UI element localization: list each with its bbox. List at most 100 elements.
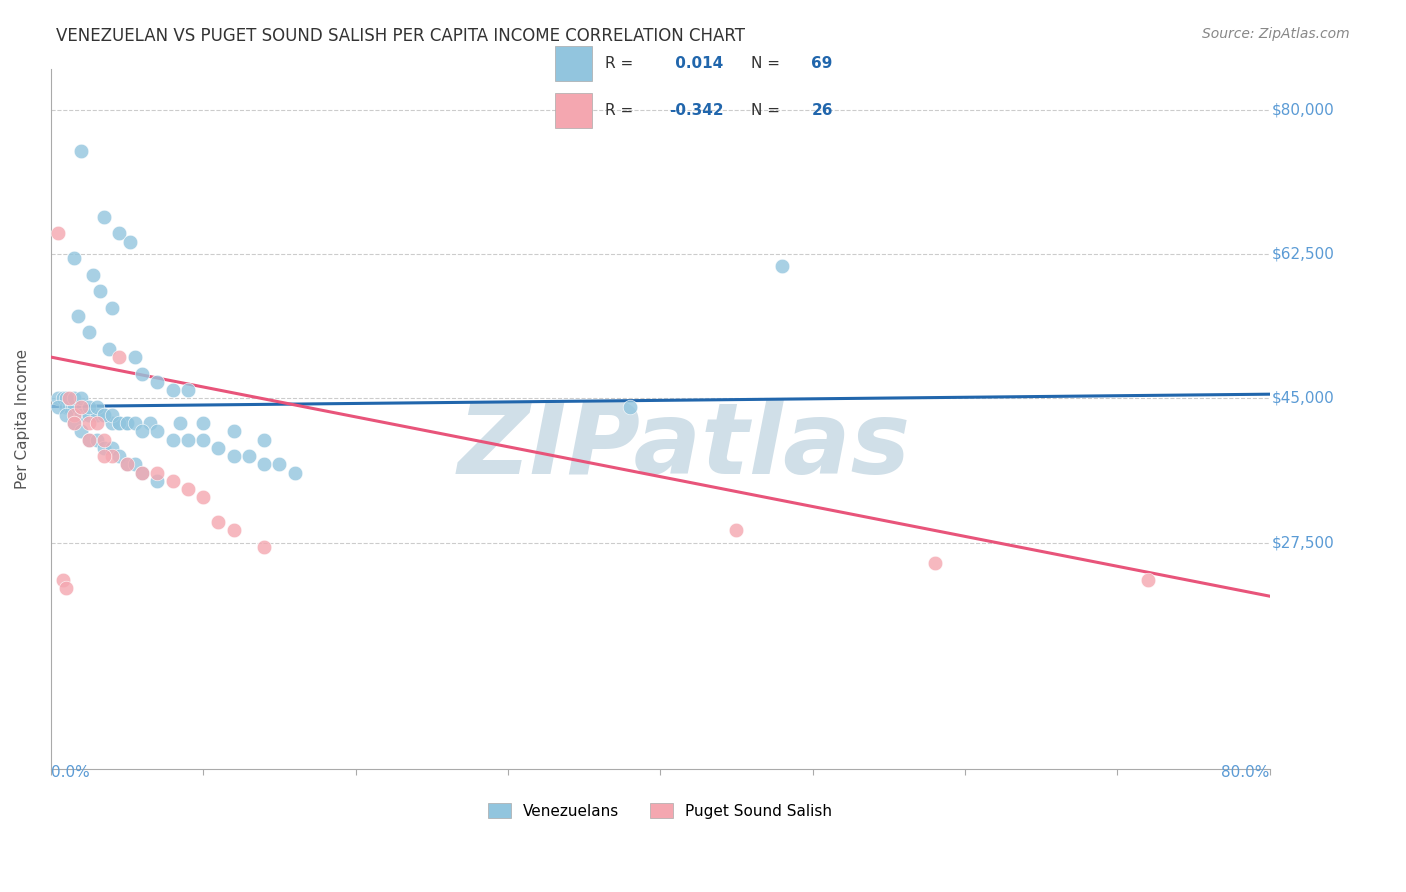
FancyBboxPatch shape — [555, 93, 592, 128]
Point — [222, 523, 245, 537]
Point — [115, 416, 138, 430]
Point — [108, 350, 131, 364]
Point — [253, 457, 276, 471]
Point — [62, 416, 84, 430]
Point — [146, 466, 169, 480]
Point — [48, 400, 70, 414]
Point — [124, 350, 146, 364]
Text: 80.0%: 80.0% — [1222, 765, 1270, 780]
Point — [70, 144, 93, 158]
Point — [70, 392, 93, 406]
Point — [162, 383, 184, 397]
Text: R =: R = — [606, 103, 634, 118]
Text: $62,500: $62,500 — [1272, 246, 1336, 261]
Point — [58, 392, 80, 406]
Point — [269, 457, 291, 471]
Point — [77, 326, 100, 340]
Point — [108, 227, 131, 241]
Point — [924, 556, 946, 570]
Text: 0.014: 0.014 — [669, 56, 723, 70]
Point — [86, 416, 108, 430]
Point — [193, 490, 215, 504]
Point — [139, 416, 162, 430]
Point — [58, 400, 80, 414]
Point — [70, 408, 93, 422]
Point — [55, 581, 77, 595]
Point — [93, 210, 115, 224]
Point — [93, 449, 115, 463]
Text: $45,000: $45,000 — [1272, 391, 1334, 406]
Point — [120, 235, 142, 249]
Point — [115, 457, 138, 471]
Point — [100, 441, 122, 455]
Point — [131, 424, 153, 438]
Point — [100, 301, 122, 315]
Point — [55, 400, 77, 414]
Text: $80,000: $80,000 — [1272, 103, 1334, 117]
Point — [89, 284, 111, 298]
Point — [131, 466, 153, 480]
Point — [108, 416, 131, 430]
Point — [193, 416, 215, 430]
Point — [619, 400, 641, 414]
Point — [207, 515, 229, 529]
Point — [238, 449, 260, 463]
Text: Source: ZipAtlas.com: Source: ZipAtlas.com — [1202, 27, 1350, 41]
Point — [62, 392, 84, 406]
Point — [222, 424, 245, 438]
Point — [86, 400, 108, 414]
Point — [108, 416, 131, 430]
Point — [131, 466, 153, 480]
Text: 0.0%: 0.0% — [51, 765, 90, 780]
Point — [100, 408, 122, 422]
Point — [284, 466, 307, 480]
Point — [193, 433, 215, 447]
Point — [177, 383, 200, 397]
Legend: Venezuelans, Puget Sound Salish: Venezuelans, Puget Sound Salish — [482, 797, 838, 825]
Point — [115, 457, 138, 471]
Point — [162, 433, 184, 447]
Point — [93, 408, 115, 422]
Point — [146, 474, 169, 488]
Point — [146, 424, 169, 438]
Point — [77, 433, 100, 447]
Point — [253, 433, 276, 447]
Text: $27,500: $27,500 — [1272, 535, 1334, 550]
Point — [770, 260, 793, 274]
Point — [55, 392, 77, 406]
Text: R =: R = — [606, 56, 634, 70]
Point — [77, 416, 100, 430]
Point — [253, 540, 276, 554]
Point — [162, 474, 184, 488]
Point — [48, 227, 70, 241]
Point — [108, 449, 131, 463]
Point — [77, 400, 100, 414]
Point — [207, 441, 229, 455]
FancyBboxPatch shape — [555, 46, 592, 81]
Point — [77, 433, 100, 447]
Point — [62, 400, 84, 414]
Point — [131, 367, 153, 381]
Text: ZIPatlas: ZIPatlas — [458, 399, 911, 495]
Point — [100, 416, 122, 430]
Y-axis label: Per Capita Income: Per Capita Income — [15, 349, 30, 489]
Point — [146, 375, 169, 389]
Point — [177, 433, 200, 447]
Text: 26: 26 — [811, 103, 832, 118]
Point — [48, 392, 70, 406]
Text: N =: N = — [751, 56, 779, 70]
Point — [725, 523, 748, 537]
Point — [124, 457, 146, 471]
Point — [97, 342, 120, 356]
Point — [169, 416, 191, 430]
Point — [222, 449, 245, 463]
Point — [62, 416, 84, 430]
Point — [70, 424, 93, 438]
Point — [55, 408, 77, 422]
Text: -0.342: -0.342 — [669, 103, 724, 118]
Text: VENEZUELAN VS PUGET SOUND SALISH PER CAPITA INCOME CORRELATION CHART: VENEZUELAN VS PUGET SOUND SALISH PER CAP… — [56, 27, 745, 45]
Point — [52, 573, 75, 587]
Point — [62, 408, 84, 422]
Point — [93, 433, 115, 447]
Point — [62, 251, 84, 265]
